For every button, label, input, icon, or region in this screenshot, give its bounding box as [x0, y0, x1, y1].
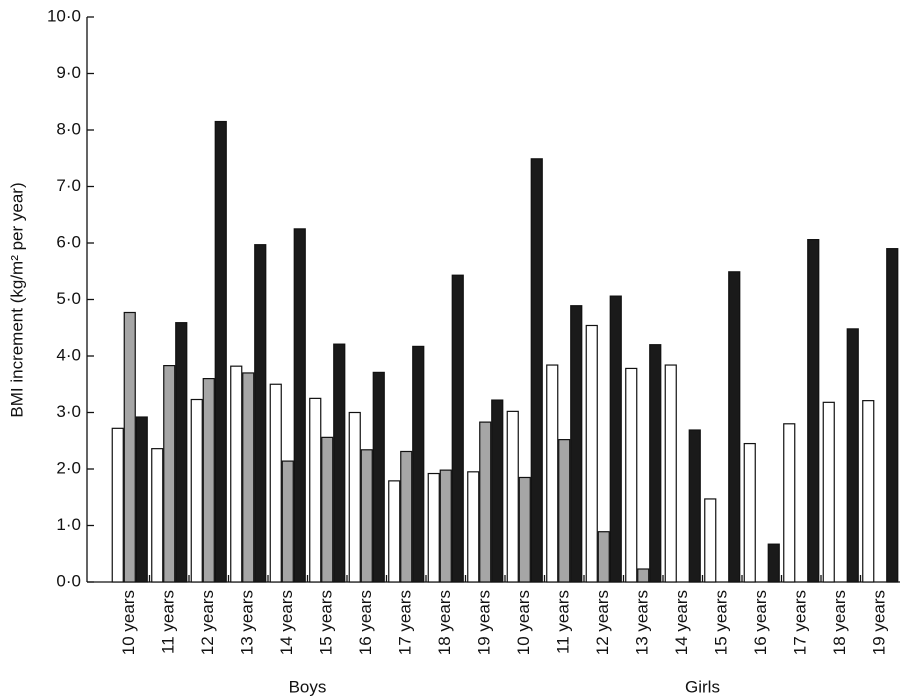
bar: [202, 378, 215, 583]
x-tick-label: 17 years: [791, 590, 810, 655]
bar: [388, 480, 401, 583]
y-tick-label: 1·0: [56, 515, 81, 534]
bar: [767, 543, 780, 583]
bar: [625, 367, 638, 583]
bar: [728, 271, 741, 583]
bar: [281, 460, 294, 583]
x-tick-label: 14 years: [277, 590, 296, 655]
bar: [348, 411, 361, 583]
bar: [372, 371, 385, 583]
bar: [151, 448, 164, 583]
bar: [309, 397, 322, 583]
bar: [467, 471, 480, 583]
bar: [807, 239, 820, 583]
y-tick-label: 3·0: [56, 402, 81, 421]
y-tick-label: 7·0: [56, 176, 81, 195]
x-tick-label: 16 years: [751, 590, 770, 655]
bar: [518, 476, 531, 583]
bar: [609, 295, 622, 583]
bar: [822, 401, 835, 583]
bar: [886, 248, 899, 583]
bar: [862, 400, 875, 583]
bar: [637, 568, 650, 583]
group-label: Boys: [289, 677, 327, 696]
x-tick-label: 19 years: [870, 590, 889, 655]
y-tick-label: 5·0: [56, 289, 81, 308]
bar: [175, 322, 188, 583]
bar: [546, 364, 559, 583]
x-tick-label: 14 years: [672, 590, 691, 655]
x-tick-label: 15 years: [712, 590, 731, 655]
bar: [506, 410, 519, 583]
bar: [704, 498, 717, 583]
y-tick-label: 2·0: [56, 458, 81, 477]
bar: [242, 372, 255, 583]
x-tick-label: 15 years: [317, 590, 336, 655]
y-tick-label: 4·0: [56, 345, 81, 364]
bar: [558, 439, 571, 583]
bar: [269, 383, 282, 583]
bar: [360, 449, 373, 583]
bar: [451, 274, 464, 583]
y-tick-label: 10·0: [47, 6, 81, 25]
bar: [688, 429, 701, 583]
bar: [163, 365, 176, 583]
bar: [190, 398, 203, 583]
bar: [530, 158, 543, 583]
bar: [783, 423, 796, 583]
bar: [254, 244, 267, 583]
bar: [333, 343, 346, 583]
bar: [491, 399, 504, 583]
bar: [412, 345, 425, 583]
x-tick-label: 18 years: [435, 590, 454, 655]
bar: [400, 450, 413, 583]
bar: [293, 228, 306, 583]
bar: [427, 472, 440, 583]
bar: [123, 311, 136, 583]
bar: [570, 305, 583, 583]
bar: [439, 469, 452, 583]
y-axis-label: BMI increment (kg/m² per year): [7, 182, 26, 417]
y-tick-label: 8·0: [56, 119, 81, 138]
bar: [597, 531, 610, 583]
bar: [846, 328, 859, 583]
y-tick-label: 0·0: [56, 571, 81, 590]
x-tick-label: 16 years: [356, 590, 375, 655]
bar: [479, 421, 492, 583]
group-label: Girls: [685, 677, 720, 696]
y-tick-label: 6·0: [56, 232, 81, 251]
bar: [743, 442, 756, 583]
bar: [135, 416, 148, 583]
x-tick-label: 19 years: [475, 590, 494, 655]
x-tick-label: 10 years: [119, 590, 138, 655]
x-tick-label: 18 years: [830, 590, 849, 655]
bar: [664, 364, 677, 583]
bar: [585, 324, 598, 583]
x-tick-label: 11 years: [159, 590, 178, 654]
x-tick-label: 10 years: [514, 590, 533, 655]
bar: [230, 365, 243, 583]
x-tick-label: 12 years: [593, 590, 612, 655]
bar: [321, 436, 334, 583]
y-tick-label: 9·0: [56, 63, 81, 82]
x-tick-label: 13 years: [633, 590, 652, 655]
x-tick-label: 12 years: [198, 590, 217, 655]
x-tick-label: 11 years: [554, 590, 573, 654]
bar: [214, 120, 227, 583]
x-tick-label: 13 years: [238, 590, 257, 655]
bar: [111, 427, 124, 583]
x-tick-label: 17 years: [396, 590, 415, 655]
bar: [649, 344, 662, 583]
